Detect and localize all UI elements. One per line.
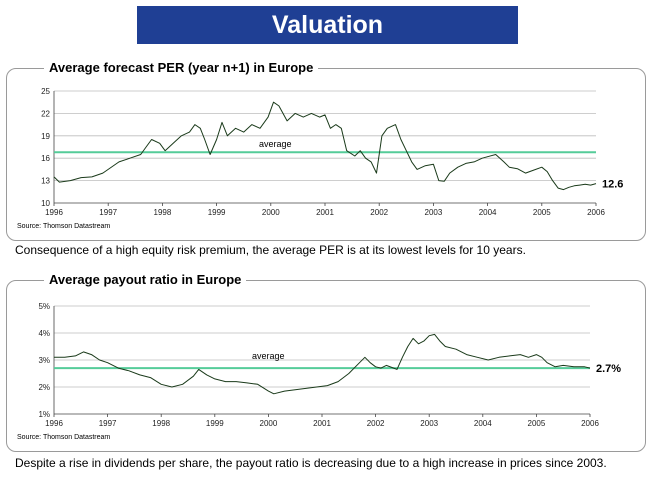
per-average-label: average [259,139,292,149]
payout-x-tick-label: 1996 [45,419,63,428]
per-x-tick-label: 2004 [479,208,497,217]
payout-y-tick-label: 2% [38,383,50,392]
payout-x-tick-label: 1998 [152,419,170,428]
payout-y-tick-label: 4% [38,329,50,338]
per-y-tick-label: 25 [41,87,50,96]
per-x-tick-label: 1996 [45,208,63,217]
payout-x-tick-label: 1999 [206,419,224,428]
per-x-tick-label: 2005 [533,208,551,217]
page-title: Valuation [271,10,384,39]
payout-source-label: Source: Thomson Datastream [17,434,110,441]
payout-y-tick-label: 1% [38,410,50,419]
per-chart-panel [6,68,646,241]
per-x-tick-label: 2003 [425,208,443,217]
per-end-value-label: 12.6 [602,179,623,191]
per-x-tick-label: 2006 [587,208,605,217]
per-chart-title: Average forecast PER (year n+1) in Europ… [44,60,319,76]
payout-x-tick-label: 2006 [581,419,599,428]
per-y-tick-label: 22 [41,109,50,118]
payout-end-value-label: 2.7% [596,363,621,375]
per-y-tick-label: 10 [41,199,50,208]
payout-x-tick-label: 2003 [420,419,438,428]
per-x-tick-label: 2002 [370,208,388,217]
payout-caption: Despite a rise in dividends per share, t… [15,456,607,470]
per-x-tick-label: 1997 [99,208,117,217]
payout-y-tick-label: 5% [38,302,50,311]
payout-series-line [54,333,591,395]
payout-x-tick-label: 2004 [474,419,492,428]
payout-x-tick-label: 2000 [260,419,278,428]
payout-chart-title: Average payout ratio in Europe [44,272,247,288]
payout-x-tick-label: 1997 [99,419,117,428]
per-source-label: Source: Thomson Datastream [17,223,110,230]
per-series-line [53,101,597,191]
payout-x-tick-label: 2001 [313,419,331,428]
payout-x-tick-label: 2002 [367,419,385,428]
per-x-tick-label: 2001 [316,208,334,217]
payout-chart-panel [6,280,646,452]
payout-x-tick-label: 2005 [528,419,546,428]
payout-average-label: average [252,351,285,361]
page-title-banner: Valuation [137,6,518,44]
per-y-tick-label: 13 [41,177,50,186]
per-x-tick-label: 2000 [262,208,280,217]
per-y-tick-label: 19 [41,132,50,141]
per-caption: Consequence of a high equity risk premiu… [15,243,526,257]
payout-y-tick-label: 3% [38,356,50,365]
per-x-tick-label: 1998 [154,208,172,217]
per-x-tick-label: 1999 [208,208,226,217]
per-y-tick-label: 16 [41,154,50,163]
